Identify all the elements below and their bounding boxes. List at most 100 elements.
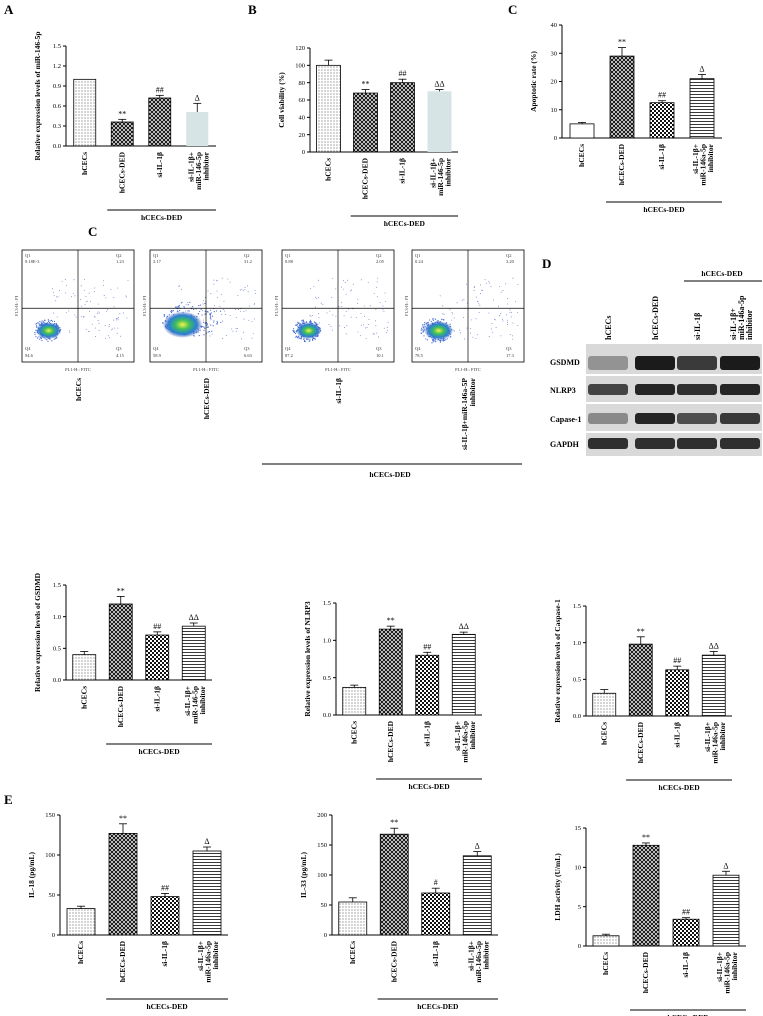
y-axis-label: Cell viability (%) [277, 72, 286, 128]
flow-event-dot [94, 327, 96, 329]
flow-event-dot [46, 339, 48, 341]
flow-event-dot [493, 299, 495, 301]
significance-marker: Δ [723, 861, 728, 870]
flow-event-dot [350, 290, 352, 292]
y-tick-label: 10 [551, 107, 558, 114]
flow-event-dot [40, 337, 42, 339]
significance-marker: ** [119, 814, 127, 823]
group-label: hCECs-DED [658, 783, 700, 792]
flow-event-dot [88, 292, 90, 294]
western-group-label: hCECs-DED [701, 269, 743, 278]
flow-event-dot [343, 315, 345, 317]
flow-event-dot [420, 327, 423, 329]
flow-event-dot [83, 278, 85, 280]
flow-event-dot [369, 305, 371, 307]
western-band [720, 438, 760, 449]
flow-event-dot [494, 318, 496, 320]
flow-event-dot [316, 297, 318, 299]
category-label: hCECs [577, 144, 586, 167]
quadrant-value-q1: 3.17 [153, 259, 162, 264]
flow-event-dot [502, 318, 503, 320]
flow-event-dot [94, 290, 95, 292]
flow-event-dot [235, 330, 237, 332]
flow-event-dot [183, 306, 185, 308]
flow-event-dot [59, 290, 60, 291]
flow-density-core [162, 311, 203, 338]
quadrant-name-q4: Q4 [415, 346, 421, 351]
flow-event-dot [237, 295, 239, 296]
y-tick-label: 5 [578, 904, 581, 911]
western-band [677, 356, 717, 370]
flow-event-dot [311, 338, 314, 341]
quadrant-name-q1: Q1 [285, 253, 291, 258]
y-tick-label: 0 [578, 943, 581, 950]
flow-event-dot [178, 304, 180, 307]
flow-event-dot [344, 282, 346, 284]
flow-event-dot [423, 335, 425, 337]
flow-event-dot [424, 321, 426, 324]
y-axis-label: IL-18 (pg/mL) [27, 851, 36, 898]
flow-event-dot [352, 283, 354, 285]
flow-event-dot [201, 314, 203, 316]
flow-event-dot [295, 324, 298, 326]
flow-event-dot [383, 327, 385, 329]
group-label: hCECs-DED [408, 782, 450, 791]
significance-marker: ## [153, 622, 161, 631]
flow-event-dot [113, 319, 115, 321]
quadrant-name-q1: Q1 [25, 253, 31, 258]
flow-event-dot [229, 315, 231, 316]
flow-event-dot [443, 313, 445, 315]
flow-event-dot [55, 337, 57, 339]
bar-3 [421, 892, 451, 936]
flow-event-dot [492, 331, 494, 333]
flow-event-dot [225, 335, 227, 336]
flow-event-dot [301, 320, 303, 322]
category-label: si-IL-1β [422, 721, 431, 747]
flow-event-dot [106, 311, 108, 313]
category-label: si-IL-1β [672, 722, 681, 748]
flow-event-dot [367, 282, 369, 284]
y-tick-label: 150 [317, 842, 327, 849]
western-band [635, 413, 675, 424]
flow-event-dot [94, 315, 96, 317]
flow-event-dot [335, 315, 337, 317]
flow-event-dot [253, 304, 255, 306]
flow-event-dot [209, 314, 211, 316]
flow-event-dot [506, 319, 508, 321]
significance-marker: # [434, 878, 438, 887]
flow-event-dot [113, 306, 115, 308]
flow-event-dot [247, 285, 249, 287]
flow-event-dot [235, 309, 237, 311]
flow-event-dot [422, 326, 424, 328]
flow-event-dot [206, 323, 208, 325]
flow-event-dot [328, 324, 330, 325]
flow-event-dot [439, 341, 441, 343]
flow-event-dot [351, 289, 352, 291]
y-tick-label: 60 [299, 97, 306, 104]
y-tick-label: 1.2 [53, 63, 61, 70]
y-axis-label: Apoptotic rate (%) [529, 51, 538, 112]
y-tick-label: 1.0 [53, 614, 61, 621]
y-tick-label: 1.0 [573, 640, 581, 647]
flow-event-dot [460, 332, 462, 334]
flow-event-dot [459, 329, 461, 331]
flow-event-dot [80, 285, 82, 287]
flow-event-dot [203, 326, 205, 328]
bar-4 [192, 850, 222, 936]
flow-event-dot [292, 328, 295, 330]
flow-event-dot [51, 320, 54, 322]
flow-event-dot [298, 336, 300, 338]
flow-event-dot [498, 305, 500, 307]
bar-3 [665, 669, 690, 717]
flow-event-dot [318, 322, 320, 324]
y-tick-label: 15 [575, 825, 582, 832]
flow-event-dot [187, 310, 189, 312]
flow-event-dot [109, 337, 111, 339]
flow-event-dot [175, 306, 177, 308]
flow-event-dot [102, 280, 104, 282]
flow-event-dot [375, 325, 377, 327]
flow-event-dot [113, 327, 115, 329]
flow-event-dot [425, 338, 427, 340]
flow-event-dot [296, 323, 298, 325]
flow-event-dot [382, 305, 384, 307]
